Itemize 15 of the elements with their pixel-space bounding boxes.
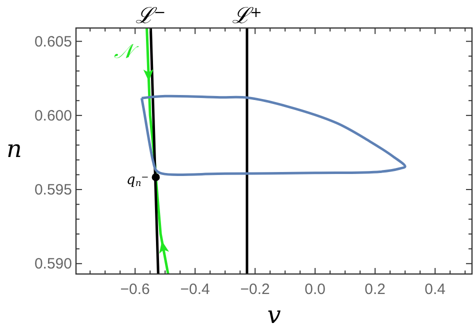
y-tick-label: 0.600 [34,107,72,124]
x-tick-label: −0.6 [120,281,150,298]
annotation: ℒ$^{−}$ [136,4,166,29]
series-label: 𝒩 [114,39,139,63]
annotation: ℒ$^{+}$ [232,4,262,29]
y-axis-title: n [6,135,22,163]
x-tick-label: 0.4 [424,281,446,298]
x-tick-label: 0.0 [304,281,326,298]
x-tick-label: 0.2 [364,281,386,298]
x-axis-title: v [267,301,282,329]
y-tick-label: 0.595 [34,182,72,199]
y-tick-label: 0.590 [34,256,72,273]
x-tick-label: −0.2 [240,281,270,298]
x-tick-label: −0.4 [180,281,210,298]
y-tick-label: 0.605 [34,33,72,50]
